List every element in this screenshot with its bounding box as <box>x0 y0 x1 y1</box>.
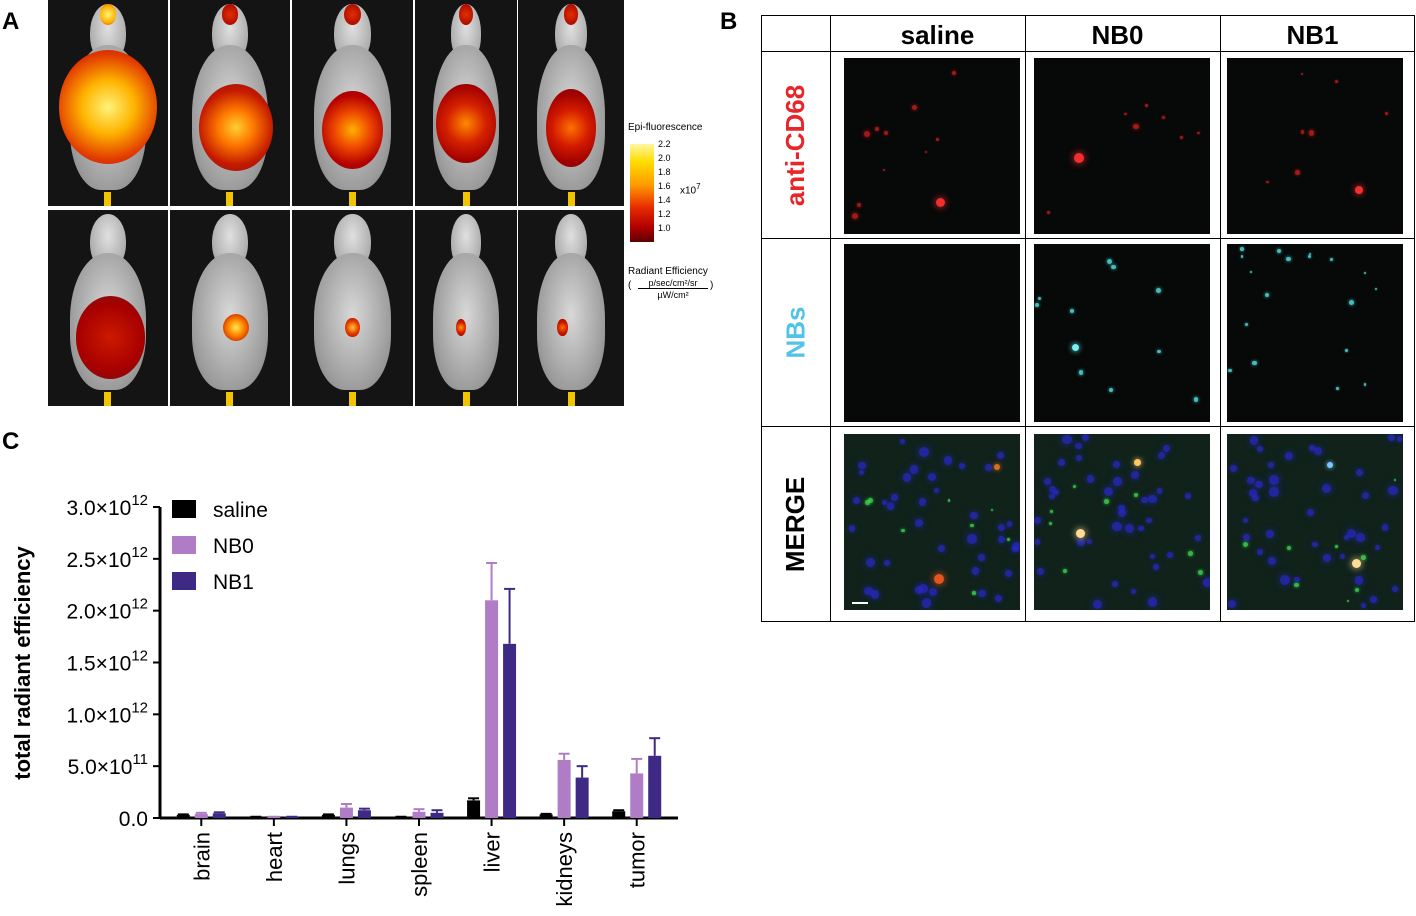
mouse-image <box>415 210 517 406</box>
mouse-image <box>48 0 168 206</box>
units-label: Radiant Efficiency <box>628 266 708 277</box>
bar <box>212 813 226 818</box>
row-header-anti-cd68: anti-CD68 <box>780 84 811 206</box>
microscopy-image <box>1227 434 1403 610</box>
scale-tick: 1.6 <box>658 181 671 191</box>
mouse-image <box>48 210 168 406</box>
mouse-image <box>415 0 517 206</box>
colorbar <box>630 144 654 242</box>
x-tick-label: kidneys <box>552 832 577 907</box>
mouse-image <box>170 210 290 406</box>
microscopy-image <box>1227 58 1403 234</box>
bar <box>648 755 662 818</box>
legend-swatch <box>172 572 196 590</box>
scale-multiplier: x107 <box>680 182 701 197</box>
legend-swatch <box>172 500 196 518</box>
y-axis-title: total radiant efficiency <box>10 545 35 779</box>
panel-b-letter: B <box>720 8 738 35</box>
bar <box>503 643 517 818</box>
units-paren-open: ( <box>628 280 632 291</box>
bar <box>412 811 426 818</box>
bar <box>339 807 353 818</box>
y-tick-label: 5.0×1011 <box>68 751 148 779</box>
y-tick-label: 0.0 <box>119 808 148 831</box>
x-tick-label: spleen <box>407 832 432 897</box>
scale-tick: 2.0 <box>658 153 671 163</box>
microscopy-image <box>1227 244 1403 422</box>
bar <box>430 812 444 818</box>
bar <box>630 773 644 818</box>
bar <box>321 814 335 818</box>
mouse-image <box>518 210 624 406</box>
column-header-nb0: NB0 <box>1091 20 1144 50</box>
legend-label: NB1 <box>213 571 254 594</box>
x-tick-label: brain <box>189 832 214 881</box>
bar <box>357 810 371 818</box>
units-numerator: p/sec/cm²/sr <box>638 278 708 289</box>
microscopy-image <box>1034 244 1210 422</box>
mouse-image <box>292 210 413 406</box>
scale-tick: 1.0 <box>658 223 671 233</box>
bar <box>575 777 589 818</box>
column-header-nb1: NB1 <box>1286 20 1339 50</box>
y-tick-label: 2.0×1012 <box>66 596 148 624</box>
panel-c-letter: C <box>2 428 20 455</box>
scale-bar <box>852 602 868 604</box>
legend-swatch <box>172 536 196 554</box>
x-tick-label: liver <box>480 832 505 872</box>
row-header-merge: MERGE <box>780 476 811 573</box>
mouse-image <box>292 0 413 206</box>
bar <box>467 800 481 818</box>
scale-tick: 2.2 <box>658 139 671 149</box>
microscopy-image <box>1034 434 1210 610</box>
y-tick-label: 1.0×1012 <box>66 699 148 727</box>
bar <box>194 813 208 818</box>
x-tick-label: tumor <box>625 832 650 888</box>
units-denominator: µW/cm² <box>657 290 689 300</box>
panel-a-letter: A <box>2 8 20 35</box>
bar <box>485 600 499 818</box>
bar <box>176 814 190 818</box>
legend-label: NB0 <box>213 535 254 558</box>
mouse-image <box>518 0 624 206</box>
x-tick-label: heart <box>262 832 287 882</box>
microscopy-image <box>844 434 1020 610</box>
column-header-saline: saline <box>900 20 975 50</box>
scale-tick: 1.2 <box>658 209 671 219</box>
legend-label: saline <box>213 499 268 522</box>
microscopy-image <box>844 244 1020 422</box>
microscopy-image <box>1034 58 1210 234</box>
scale-tick: 1.8 <box>658 167 671 177</box>
bar <box>612 811 626 818</box>
mouse-image <box>170 0 290 206</box>
in-vivo-imaging-panel <box>48 0 624 407</box>
microscopy-image <box>844 58 1020 234</box>
fluorescence-legend: Epi-fluorescence 2.2 2.0 1.8 1.6 1.4 1.2… <box>628 120 738 310</box>
biodistribution-bar-chart: 0.0 5.0×1011 1.0×1012 1.5×1012 2.0×1012 2.5×1… <box>10 492 678 907</box>
y-tick-label: 2.5×1012 <box>66 544 148 572</box>
scale-tick: 1.4 <box>658 195 671 205</box>
y-tick-label: 3.0×1012 <box>66 492 148 520</box>
legend-title: Epi-fluorescence <box>628 122 703 133</box>
bar <box>539 814 553 818</box>
x-tick-label: lungs <box>334 832 359 885</box>
y-tick-label: 1.5×1012 <box>66 648 148 676</box>
units-paren-close: ) <box>710 280 714 291</box>
microscopy-grid: saline NB0 NB1 anti-CD68 NBs MERGE <box>761 15 1415 622</box>
bar <box>557 759 571 818</box>
row-header-nbs: NBs <box>780 306 811 359</box>
